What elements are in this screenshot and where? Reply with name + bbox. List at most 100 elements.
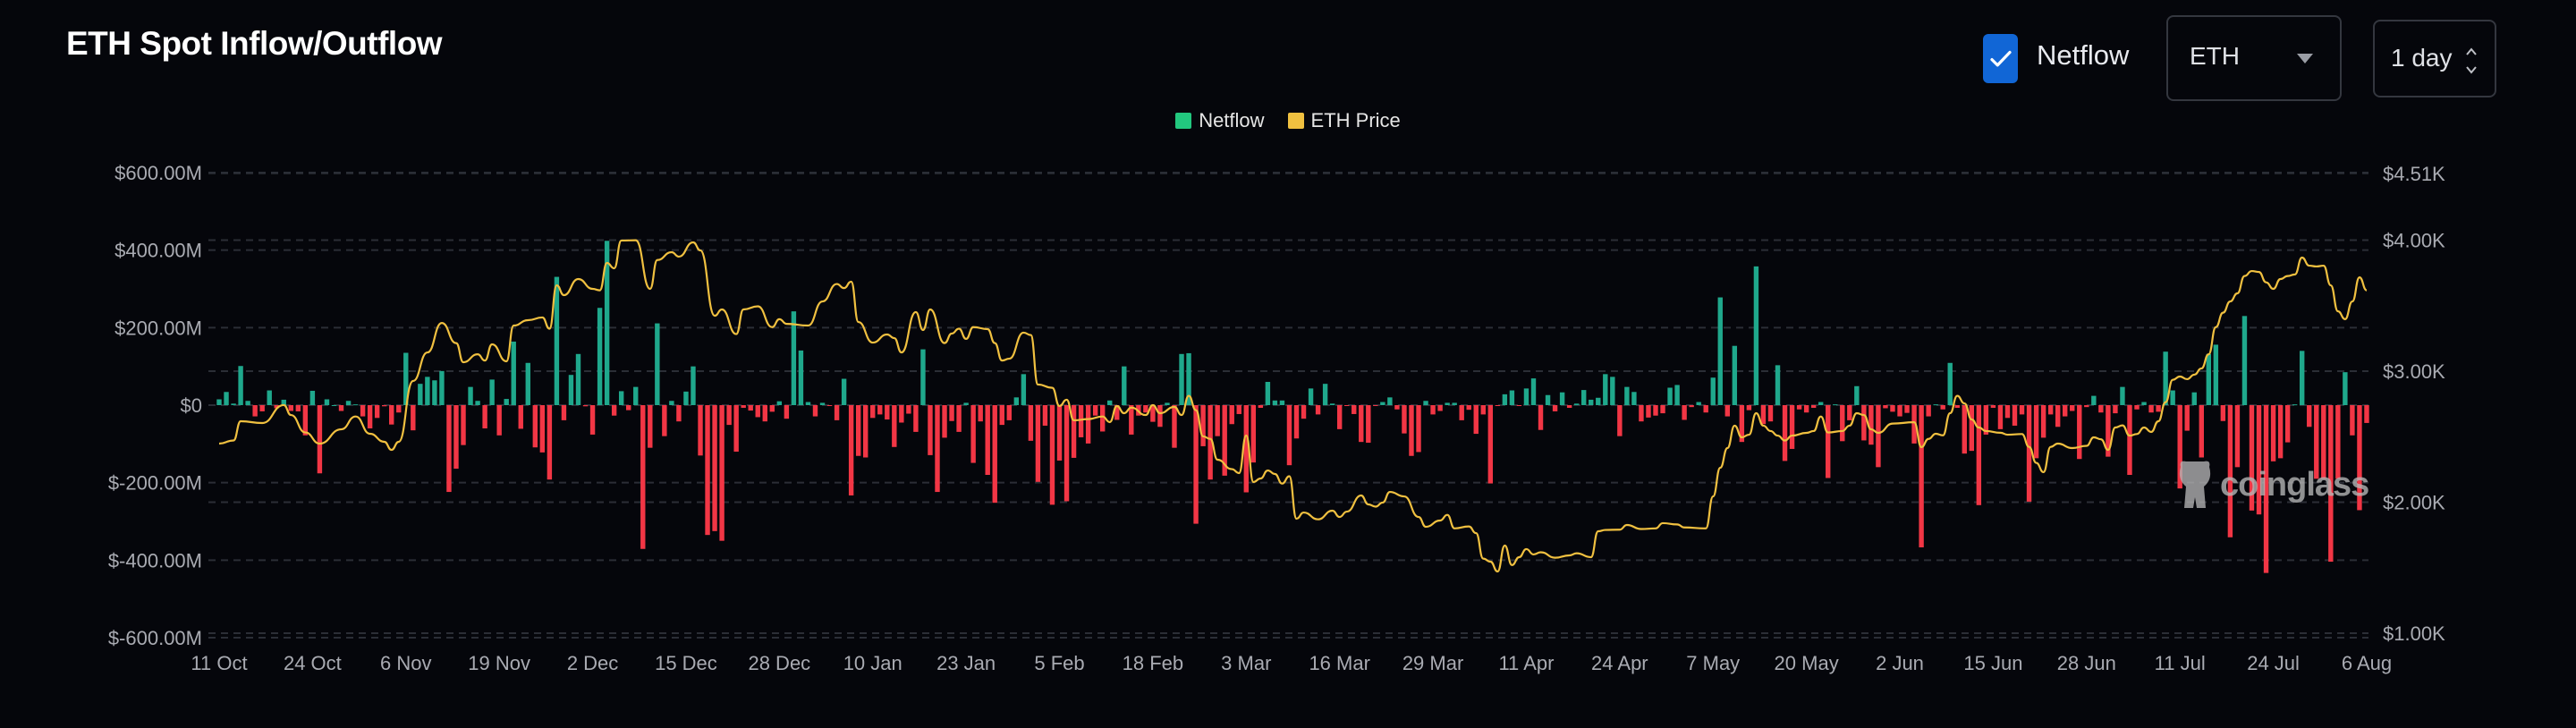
left-axis-tick-label: $400.00M	[114, 240, 202, 262]
netflow-bar	[676, 405, 682, 422]
netflow-bar	[2300, 351, 2305, 405]
netflow-bar	[547, 405, 553, 480]
netflow-bar	[561, 405, 567, 420]
netflow-bar	[1179, 353, 1184, 405]
legend-item-netflow[interactable]: Netflow	[1175, 109, 1265, 132]
x-axis-tick-label: 24 Oct	[284, 652, 342, 674]
netflow-bar	[1589, 399, 1594, 405]
netflow-bar	[1682, 405, 1687, 420]
netflow-checkbox-label[interactable]: Netflow	[2037, 39, 2130, 71]
period-select-value: 1 day	[2391, 44, 2453, 72]
x-axis-tick-label: 10 Jan	[843, 652, 902, 674]
netflow-bar	[1767, 405, 1774, 422]
netflow-bar	[1847, 405, 1852, 420]
netflow-bar	[748, 405, 753, 411]
netflow-bar	[317, 405, 323, 474]
netflow-bar	[1480, 405, 1486, 415]
netflow-bar	[1172, 405, 1177, 448]
netflow-bar	[2343, 372, 2348, 405]
netflow-bar	[2170, 390, 2175, 405]
netflow-bar	[1445, 402, 1450, 405]
netflow-bar	[1416, 405, 1421, 453]
netflow-bar	[1904, 405, 1910, 413]
netflow-bar	[1301, 405, 1307, 419]
netflow-bar	[1344, 405, 1350, 406]
legend-item-eth-price[interactable]: ETH Price	[1287, 109, 1401, 132]
netflow-bar	[1366, 405, 1371, 444]
netflow-bar	[2199, 405, 2204, 458]
netflow-bar	[1085, 405, 1091, 444]
netflow-bar	[554, 276, 560, 405]
netflow-bar	[245, 401, 250, 405]
netflow-bar	[1423, 401, 1428, 405]
netflow-bar	[618, 391, 624, 405]
netflow-bar	[870, 405, 876, 419]
netflow-bar	[2234, 405, 2241, 468]
netflow-bar	[819, 402, 826, 405]
netflow-bar	[1222, 405, 1227, 476]
netflow-bar	[1826, 405, 1831, 478]
netflow-bar	[288, 405, 293, 411]
netflow-bar	[928, 405, 933, 455]
netflow-bar	[992, 405, 997, 504]
netflow-bar	[1796, 405, 1802, 410]
netflow-bar	[1890, 405, 1895, 412]
netflow-bar	[259, 405, 265, 411]
netflow-bar	[1387, 397, 1393, 405]
netflow-bar	[1092, 405, 1098, 416]
netflow-bar	[2084, 405, 2089, 408]
period-select[interactable]: 1 day	[2373, 20, 2496, 97]
netflow-bar	[1653, 405, 1658, 416]
netflow-bar	[1775, 365, 1781, 405]
netflow-bar	[1049, 405, 1055, 505]
netflow-bar	[885, 405, 890, 420]
netflow-bar	[1459, 405, 1464, 420]
netflow-bar	[352, 404, 359, 406]
netflow-bar	[892, 405, 897, 447]
netflow-bar	[741, 405, 746, 409]
x-axis-tick-label: 5 Feb	[1034, 652, 1084, 674]
coinglass-watermark: coinglass	[2175, 458, 2369, 512]
netflow-bar	[611, 405, 617, 416]
netflow-bar	[1581, 390, 1587, 405]
netflow-bar	[1883, 405, 1888, 409]
netflow-bar	[834, 405, 840, 420]
netflow-bar	[1674, 385, 1680, 405]
netflow-bar	[1760, 405, 1767, 425]
netflow-bar	[1753, 266, 1759, 405]
asset-select[interactable]: ETH	[2166, 15, 2342, 101]
netflow-bar	[719, 405, 724, 541]
netflow-bar	[2277, 405, 2284, 459]
caret-down-icon	[2297, 54, 2313, 63]
netflow-bar	[1063, 405, 1070, 502]
netflow-bar	[525, 362, 530, 405]
x-axis-tick-label: 20 May	[1775, 652, 1839, 674]
netflow-bar	[978, 405, 983, 422]
netflow-bar	[920, 349, 926, 405]
netflow-bar	[1286, 405, 1292, 466]
netflow-bar	[1021, 374, 1027, 405]
netflow-bar	[446, 405, 452, 493]
netflow-bar	[381, 405, 387, 407]
watermark-text: coinglass	[2220, 465, 2369, 504]
netflow-bar	[324, 399, 330, 405]
netflow-bar	[2127, 405, 2132, 475]
netflow-bar	[1919, 405, 1924, 548]
netflow-checkbox[interactable]	[1983, 34, 2018, 83]
x-axis-tick-label: 15 Dec	[655, 652, 717, 674]
netflow-bar	[1703, 405, 1708, 413]
netflow-bar	[1013, 397, 1020, 405]
netflow-bar	[2335, 405, 2341, 479]
netflow-bar	[899, 405, 904, 423]
netflow-bar	[2256, 405, 2262, 515]
netflow-bar	[2364, 405, 2369, 423]
netflow-bar	[1724, 405, 1730, 417]
netflow-bar	[1803, 405, 1809, 413]
netflow-bar	[2292, 404, 2298, 406]
netflow-bar	[784, 405, 790, 419]
netflow-bar	[1660, 405, 1665, 414]
netflow-bar	[539, 405, 546, 453]
netflow-bar	[1466, 405, 1471, 411]
netflow-bar	[439, 370, 445, 405]
netflow-bar	[367, 405, 373, 428]
